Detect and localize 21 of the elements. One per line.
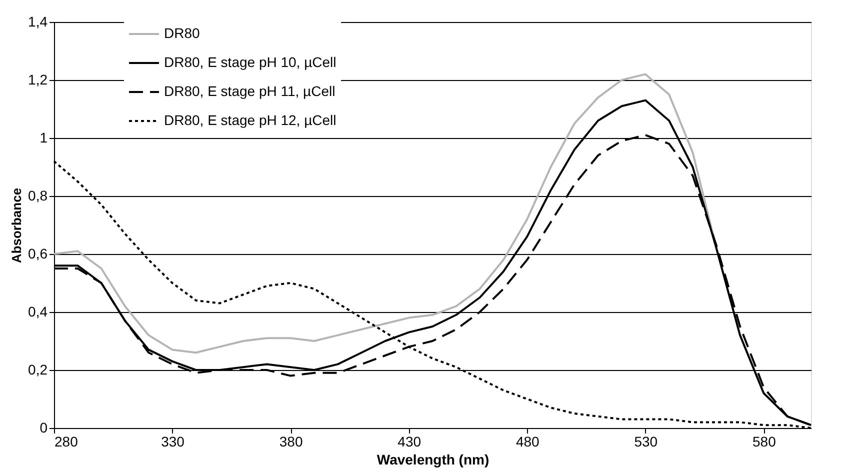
y-tick-label: 1,2 (28, 72, 48, 88)
y-tick-label: 0,8 (28, 188, 48, 204)
y-axis-title: Absorbance (9, 188, 24, 264)
legend-label: DR80 (164, 25, 200, 41)
x-tick-label: 530 (634, 434, 658, 450)
y-tick-label: 0,4 (28, 304, 48, 320)
x-tick-label: 280 (54, 434, 78, 450)
y-tick-label: 0,6 (28, 246, 48, 262)
y-tick-label: 0 (40, 420, 48, 436)
x-tick-label: 330 (161, 434, 185, 450)
x-axis-title: Wavelength (nm) (376, 452, 490, 468)
y-tick-label: 0,2 (28, 362, 48, 378)
legend-label: DR80, E stage pH 12, µCell (164, 112, 336, 128)
y-tick-label: 1,4 (28, 14, 48, 30)
x-tick-label: 380 (279, 434, 303, 450)
x-tick-label: 580 (752, 434, 776, 450)
legend-label: DR80, E stage pH 11, µCell (164, 83, 336, 99)
x-tick-label: 480 (516, 434, 540, 450)
x-tick-label: 430 (398, 434, 422, 450)
legend-label: DR80, E stage pH 10, µCell (164, 54, 336, 70)
y-tick-label: 1 (40, 130, 48, 146)
